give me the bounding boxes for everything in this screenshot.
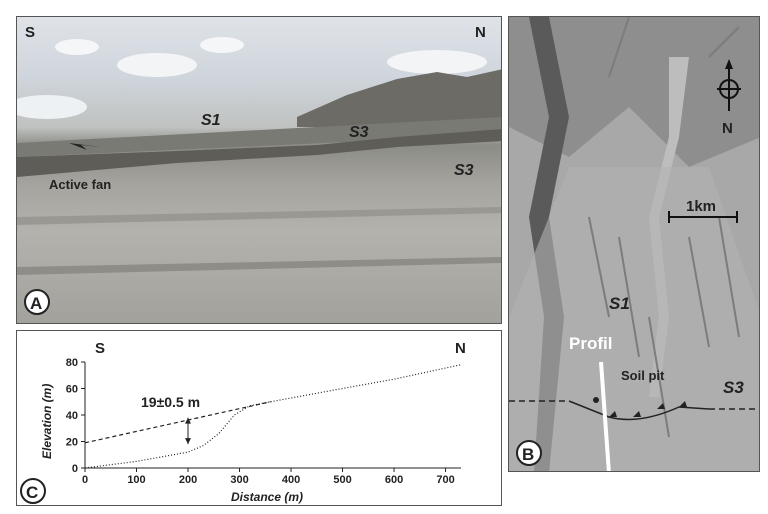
x-tick-label: 0 xyxy=(82,474,88,486)
x-tick-label: 400 xyxy=(282,474,300,486)
profile-line xyxy=(599,361,611,471)
panel-letter-c: C xyxy=(26,483,38,502)
series-dashed-line xyxy=(84,401,271,444)
arrow-icon xyxy=(69,143,101,150)
drainage-lines xyxy=(588,17,740,438)
soil-pit-marker xyxy=(593,397,599,403)
y-tick-label: 20 xyxy=(66,437,78,449)
x-axis-title: Distance (m) xyxy=(231,490,303,504)
scale-label: 1km xyxy=(686,198,716,215)
y-tick-label: 0 xyxy=(72,463,78,475)
x-tick-label: 300 xyxy=(230,474,248,486)
label-north: N xyxy=(455,340,466,357)
soil-pit-label: Soil pit xyxy=(621,368,665,383)
cloud xyxy=(117,53,197,77)
panel-a-scene: S N S1 S3 S3 Active fan A xyxy=(17,24,501,315)
cloud xyxy=(55,39,99,55)
surface-label-s1: S1 xyxy=(609,294,630,313)
surface-label-s3: S3 xyxy=(454,162,474,179)
series-dotted-line xyxy=(84,364,462,469)
y-tick-label: 80 xyxy=(66,357,78,369)
y-axis-title: Elevation (m) xyxy=(40,384,54,459)
panel-letter-circle xyxy=(516,440,542,466)
x-tick-label: 700 xyxy=(436,474,454,486)
elevation-chart: S N Elevation (m) Distance (m) 19±0.5 m … xyxy=(20,340,466,504)
fault-scarp xyxy=(568,400,710,421)
panel-b-scene: N 1km S1 S3 Profil Soil pit B xyxy=(509,17,759,471)
profil-label: Profil xyxy=(569,334,612,353)
cloud xyxy=(200,37,244,53)
y-tick-label: 40 xyxy=(66,410,78,422)
surface-label-s1: S1 xyxy=(201,112,221,129)
x-tick-label: 500 xyxy=(333,474,351,486)
x-tick-label: 200 xyxy=(179,474,197,486)
label-south: S xyxy=(25,24,35,41)
panel-c-chart: S N Elevation (m) Distance (m) 19±0.5 m … xyxy=(16,330,502,506)
x-tick-label: 100 xyxy=(127,474,145,486)
mountain-range xyxy=(297,69,501,127)
active-fan-label: Active fan xyxy=(49,177,111,192)
cloud xyxy=(17,95,87,119)
offset-arrowhead-bottom xyxy=(185,438,192,445)
panel-letter-b: B xyxy=(522,445,534,464)
panel-b-map: N 1km S1 S3 Profil Soil pit B xyxy=(508,16,760,472)
panel-a-photo: S N S1 S3 S3 Active fan A xyxy=(16,16,502,324)
terrace-riser xyxy=(17,129,501,177)
label-north: N xyxy=(475,24,486,41)
upland-relief xyxy=(509,17,759,167)
surface-label-s3: S3 xyxy=(723,378,744,397)
label-south: S xyxy=(95,340,105,357)
gravel-band xyxy=(17,257,501,275)
offset-label: 19±0.5 m xyxy=(141,394,200,410)
offset-arrowhead-top xyxy=(185,417,192,424)
north-label: N xyxy=(722,120,733,137)
terrace-s1 xyxy=(17,117,501,157)
panel-letter-a: A xyxy=(30,294,42,313)
surface-label-s3: S3 xyxy=(349,124,369,141)
gravel-band xyxy=(17,207,501,225)
fan-surface xyxy=(509,167,759,471)
panel-letter-circle xyxy=(24,289,50,315)
y-tick-label: 60 xyxy=(66,384,78,396)
x-tick-label: 600 xyxy=(385,474,403,486)
panel-letter-circle xyxy=(20,478,46,504)
cloud xyxy=(387,50,487,74)
